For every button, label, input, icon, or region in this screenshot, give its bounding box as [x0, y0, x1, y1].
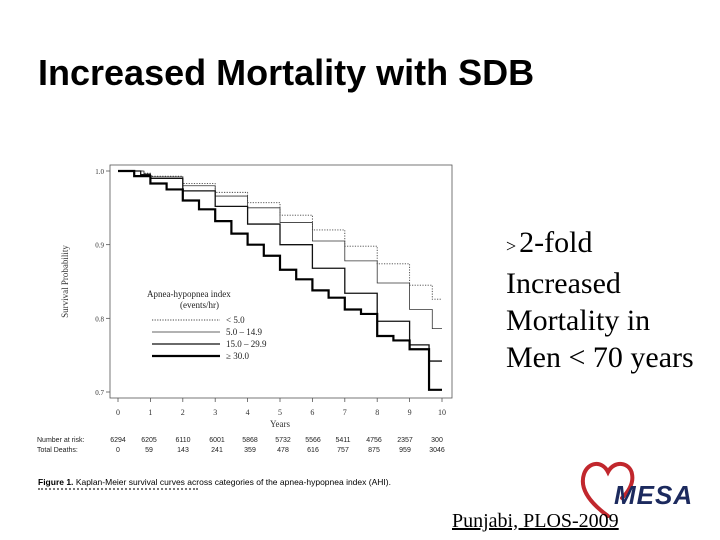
- callout-line-3: Mortality in: [506, 304, 651, 337]
- risk-cell: 959: [399, 447, 411, 454]
- risk-row-label: Total Deaths:: [37, 447, 78, 454]
- risk-row-label: Number at risk:: [37, 437, 85, 444]
- caption-text: Kaplan-Meier survival curves across cate…: [75, 477, 391, 487]
- survival-curve-4: [118, 169, 442, 391]
- risk-cell: 241: [211, 447, 223, 454]
- risk-cell: 359: [244, 447, 256, 454]
- risk-cell: 875: [368, 447, 380, 454]
- risk-cell: 5566: [305, 437, 321, 444]
- risk-cell: 3046: [429, 447, 445, 454]
- caption-divider: [38, 488, 198, 494]
- risk-cell: 5732: [275, 437, 291, 444]
- risk-cell: 6110: [175, 437, 191, 444]
- risk-cell: 300: [431, 437, 443, 444]
- slide-title: Increased Mortality with SDB: [38, 52, 535, 93]
- risk-cell: 4756: [366, 437, 382, 444]
- callout-line-2: Increased: [506, 267, 621, 300]
- risk-cell: 616: [307, 447, 319, 454]
- x-tick-label: 2: [181, 408, 185, 417]
- legend-subtitle: (events/hr): [180, 300, 219, 310]
- x-tick-label: 0: [116, 408, 120, 417]
- risk-table-row: Number at risk: 6294 6205 6110 6001 5868 5732 5…: [37, 437, 497, 447]
- y-tick-label: 1.0: [95, 168, 104, 176]
- greater-than-symbol: >: [506, 236, 517, 256]
- x-tick-label: 3: [213, 408, 217, 417]
- callout-line-1: >2-fold: [506, 226, 593, 259]
- y-tick-label: 0.7: [95, 389, 104, 397]
- y-tick-label: 0.8: [95, 315, 104, 323]
- risk-cell: 59: [145, 447, 153, 454]
- risk-cell: 6205: [141, 437, 157, 444]
- x-tick-label: 6: [310, 408, 314, 417]
- x-tick-label: 8: [375, 408, 379, 417]
- risk-cell: 478: [277, 447, 289, 454]
- y-axis-label: Survival Probability: [60, 245, 70, 318]
- callout-text: >2-fold Increased Mortality in Men < 70 …: [506, 224, 718, 376]
- legend-entry-3: 15.0 – 29.9: [226, 339, 267, 349]
- x-tick-label: 1: [148, 408, 152, 417]
- caption-label: Figure 1.: [38, 477, 74, 487]
- risk-cell: 143: [177, 447, 189, 454]
- risk-cell: 0: [116, 447, 120, 454]
- risk-cell: 6001: [209, 437, 225, 444]
- x-tick-label: 7: [343, 408, 347, 417]
- risk-table: Number at risk: 6294 6205 6110 6001 5868 5732 5…: [37, 437, 497, 457]
- risk-cell: 6294: [110, 437, 126, 444]
- x-tick-label: 9: [408, 408, 412, 417]
- survival-curve-2: [118, 170, 442, 330]
- plot-frame: [109, 164, 453, 399]
- y-tick-label: 0.9: [95, 242, 104, 250]
- x-tick-label: 4: [246, 408, 250, 417]
- risk-cell: 757: [337, 447, 349, 454]
- risk-table-row: Total Deaths: 0 59 143 241 359 478 616 757 875 959…: [37, 447, 497, 457]
- mesa-logo-text: MESA: [614, 480, 694, 510]
- legend-entry-1: < 5.0: [226, 315, 245, 325]
- citation: Punjabi, PLOS-2009: [452, 510, 619, 532]
- figure-caption: Figure 1. Kaplan-Meier survival curves a…: [38, 477, 391, 487]
- legend-entry-4: ≥ 30.0: [226, 351, 249, 361]
- risk-cell: 5868: [242, 437, 258, 444]
- mesa-heart-logo: [580, 462, 635, 518]
- risk-cell: 5411: [335, 437, 351, 444]
- x-tick-label: 10: [438, 408, 446, 417]
- x-tick-label: 5: [278, 408, 282, 417]
- legend-title: Apnea-hypopnea index: [147, 289, 231, 299]
- legend-entry-2: 5.0 – 14.9: [226, 327, 263, 337]
- x-axis-label: Years: [270, 419, 291, 429]
- risk-cell: 2357: [397, 437, 413, 444]
- callout-line-4: Men < 70 years: [506, 341, 694, 374]
